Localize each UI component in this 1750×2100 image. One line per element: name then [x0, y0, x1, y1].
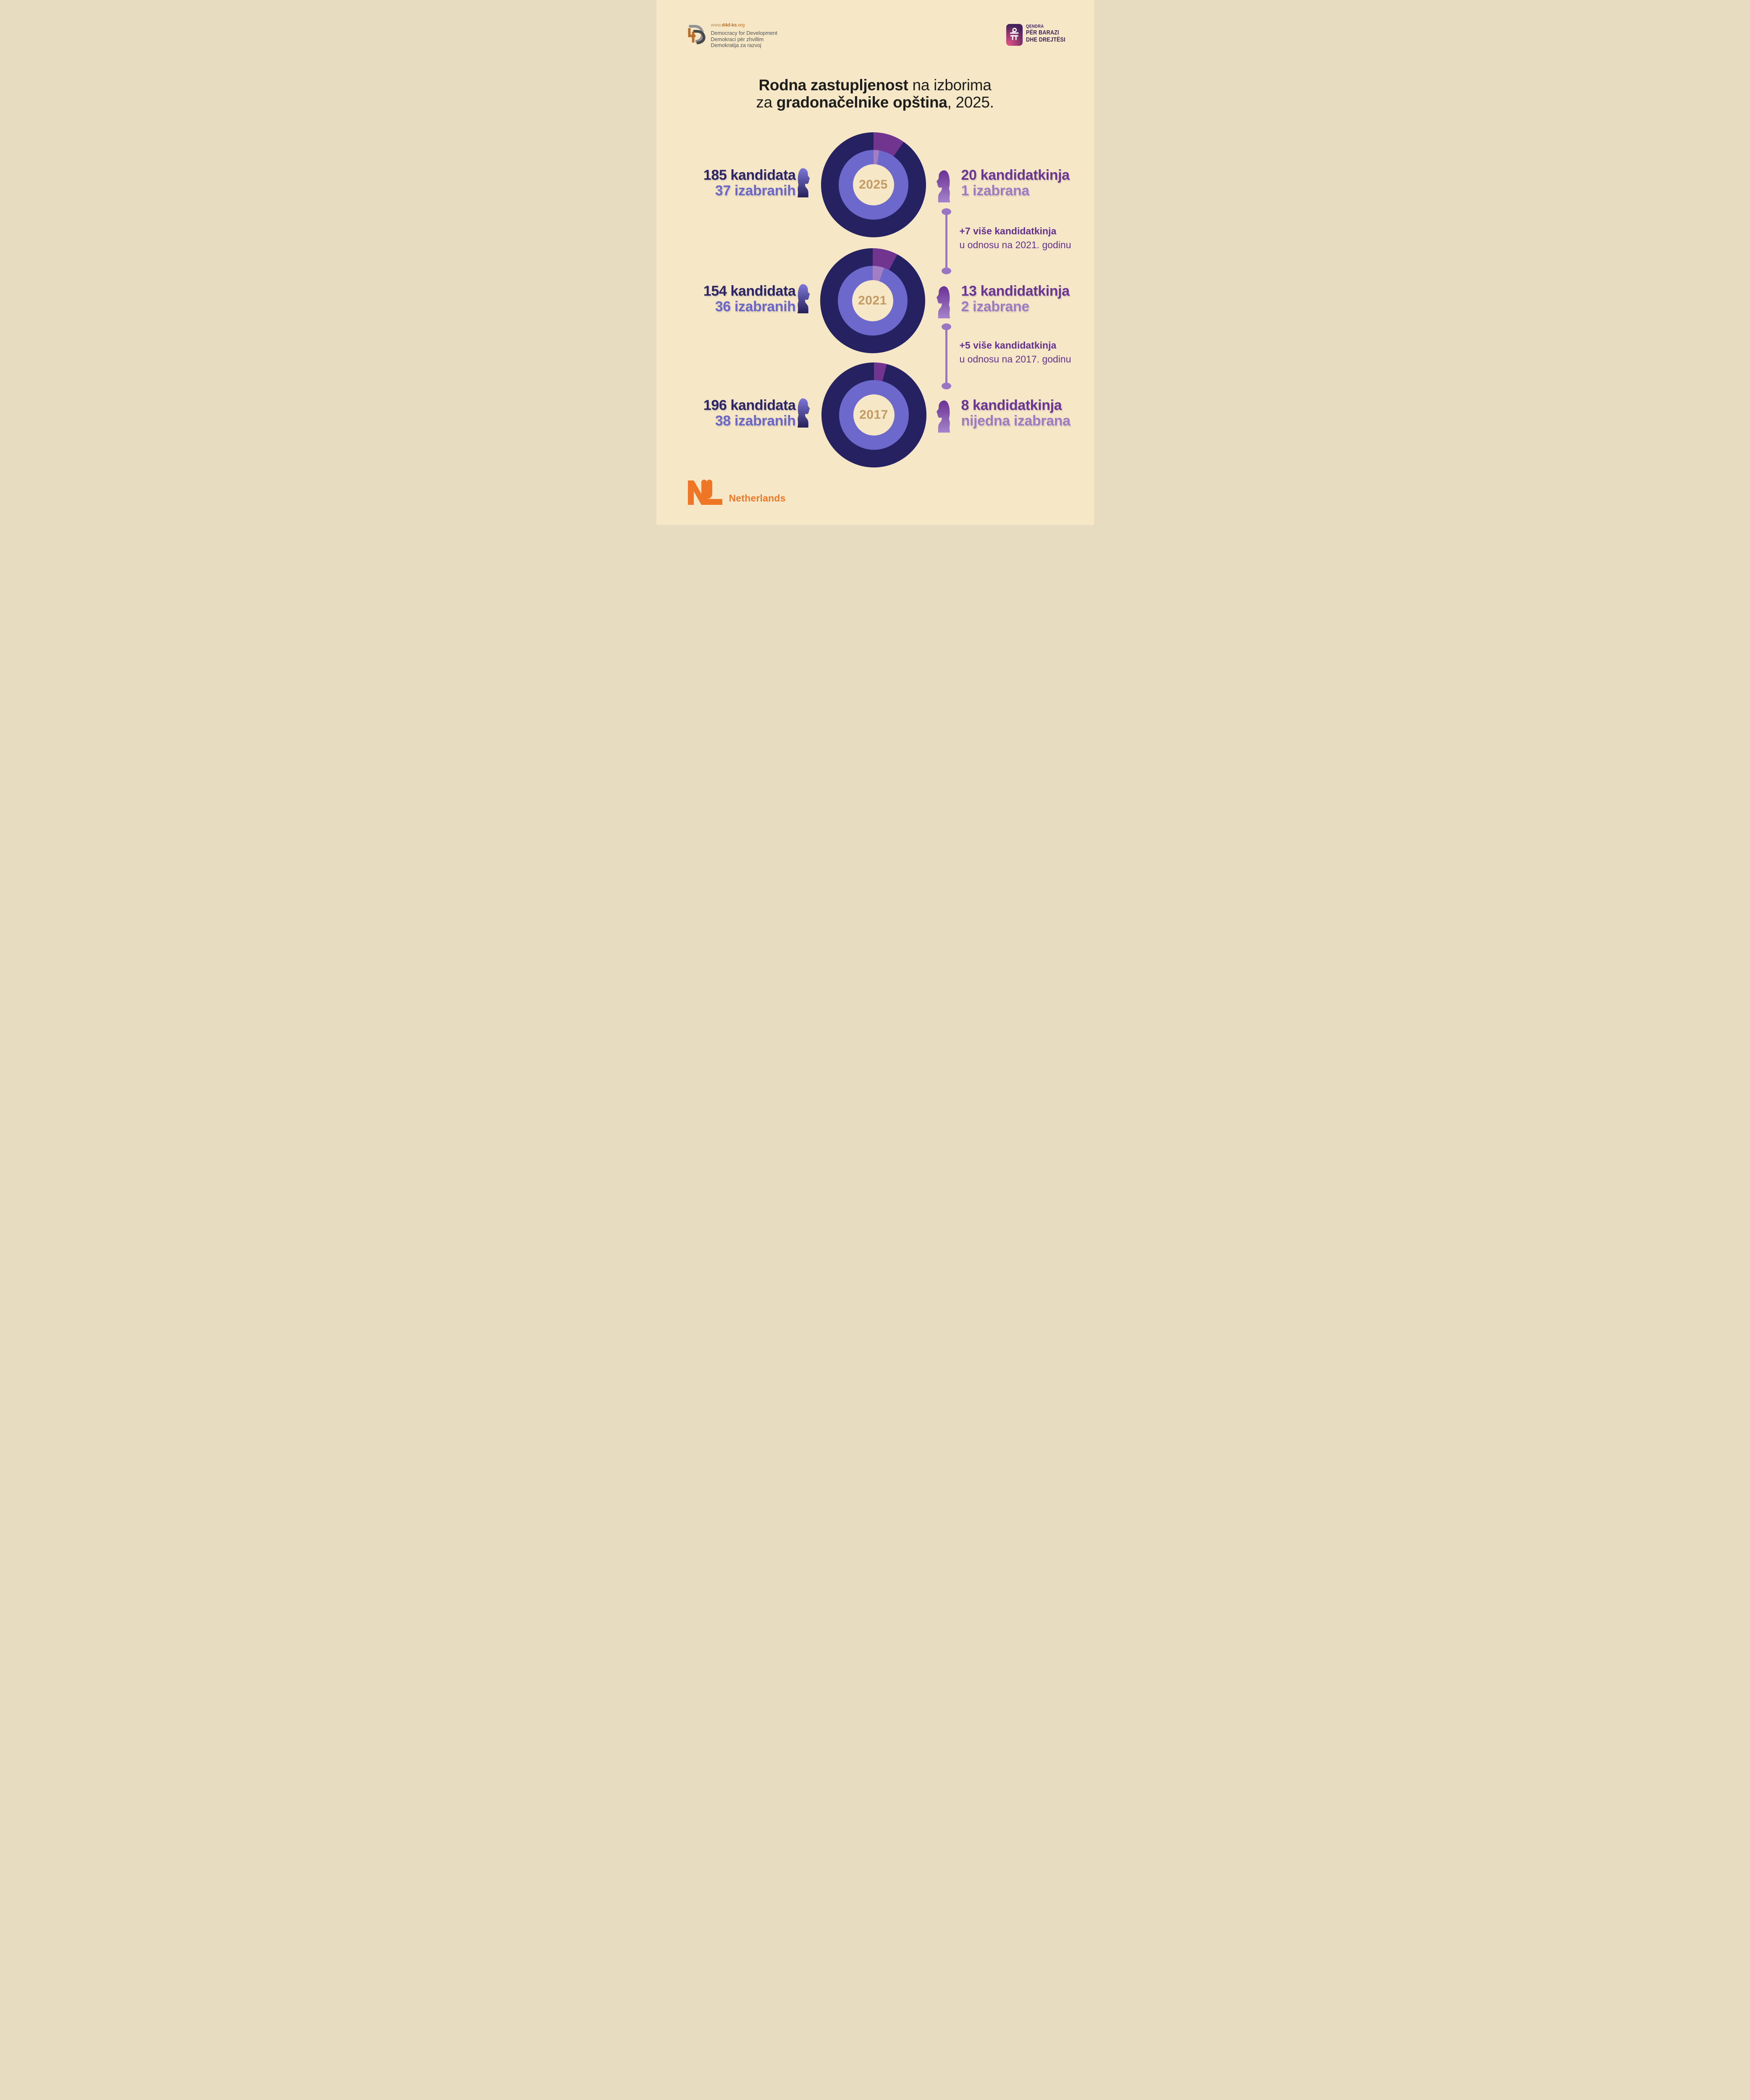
- donut-2025-hole: 2025: [853, 164, 894, 205]
- connector-1-top-dot: [941, 208, 951, 215]
- netherlands-logo: Netherlands: [687, 480, 786, 505]
- female-elected-2021: 2 izabrane: [961, 299, 1030, 315]
- d4d-line-2: Demokraci për zhvillim: [711, 36, 764, 42]
- male-candidates-2025: 185 kandidata: [703, 167, 796, 183]
- male-stats-2021: 154 kandidata 36 izabranih: [673, 284, 796, 315]
- connector-2-top-dot: [941, 323, 951, 330]
- donut-2017-hole: 2017: [853, 394, 895, 436]
- donut-2025-inner-ring: 2025: [838, 150, 908, 220]
- female-stats-2021: 13 kandidatkinja 2 izabrane: [961, 284, 1070, 315]
- female-candidates-2017: 8 kandidatkinja: [961, 397, 1062, 413]
- page-title: Rodna zastupljenost na izborima za grado…: [656, 76, 1094, 111]
- female-head-icon: [936, 400, 950, 433]
- male-stats-2017: 196 kandidata 38 izabranih: [673, 398, 796, 429]
- male-stats-2025: 185 kandidata 37 izabranih: [673, 168, 796, 199]
- donut-chart-2025: 2025: [821, 132, 926, 237]
- d4d-line-3: Demokratija za razvoj: [711, 42, 761, 48]
- d4d-logo-text: www.d4d-ks.org Democracy for Development…: [711, 23, 777, 49]
- female-stats-2017: 8 kandidatkinja nijedna izabrana: [961, 398, 1070, 429]
- d4d-url: www.d4d-ks.org: [711, 23, 745, 28]
- connector-1-bottom-dot: [941, 268, 951, 274]
- connector-2-bottom-dot: [941, 383, 951, 389]
- year-label-2017: 2017: [859, 408, 888, 422]
- male-elected-2017: 38 izabranih: [715, 413, 796, 429]
- connector-1-rest: u odnosu na 2021. godinu: [959, 239, 1071, 250]
- qendra-line-3: DHE DREJTËSI: [1026, 36, 1065, 43]
- title-line-1: Rodna zastupljenost na izborima: [758, 76, 992, 94]
- qendra-logo-text: QENDRA PËR BARAZI DHE DREJTËSI: [1026, 24, 1073, 43]
- female-head-icon: [936, 286, 950, 318]
- donut-chart-2021: 2021: [820, 248, 925, 353]
- d4d-logo-icon: [687, 25, 706, 45]
- female-head-icon: [936, 170, 950, 202]
- gender-equality-icon: [1010, 28, 1019, 40]
- netherlands-label: Netherlands: [729, 493, 786, 504]
- d4d-line-1: Democracy for Development: [711, 30, 777, 36]
- donut-2021-inner-ring: 2021: [837, 266, 908, 336]
- infographic-page: www.d4d-ks.org Democracy for Development…: [656, 0, 1094, 525]
- female-stats-2025: 20 kandidatkinja 1 izabrana: [961, 168, 1070, 199]
- donut-chart-2017: 2017: [821, 362, 926, 467]
- donut-2017-inner-ring: 2017: [839, 380, 909, 450]
- connector-2-bold: +5 više kandidatkinja: [959, 340, 1057, 351]
- female-candidates-2021: 13 kandidatkinja: [961, 283, 1070, 299]
- connector-note-2: +5 više kandidatkinja u odnosu na 2017. …: [960, 339, 1071, 366]
- year-label-2021: 2021: [858, 294, 887, 307]
- title-line-2: za gradonačelnike opština, 2025.: [756, 94, 994, 111]
- male-head-icon: [797, 168, 810, 197]
- nl-mark-icon: [687, 480, 722, 505]
- qendra-logo-mark: [1006, 24, 1023, 46]
- qendra-logo: QENDRA PËR BARAZI DHE DREJTËSI: [1006, 24, 1073, 46]
- male-head-icon: [797, 284, 810, 313]
- male-elected-2021: 36 izabranih: [715, 299, 796, 315]
- male-head-icon: [797, 398, 810, 428]
- female-elected-2025: 1 izabrana: [961, 183, 1030, 199]
- female-candidates-2025: 20 kandidatkinja: [961, 167, 1070, 183]
- qendra-line-2: PËR BARAZI: [1026, 29, 1059, 36]
- male-elected-2025: 37 izabranih: [715, 183, 796, 199]
- timeline-connector-2: [945, 326, 947, 386]
- connector-1-bold: +7 više kandidatkinja: [959, 226, 1057, 236]
- male-candidates-2021: 154 kandidata: [703, 283, 796, 299]
- qendra-line-1: QENDRA: [1026, 24, 1044, 29]
- male-candidates-2017: 196 kandidata: [703, 397, 796, 413]
- connector-2-rest: u odnosu na 2017. godinu: [959, 354, 1071, 365]
- year-label-2025: 2025: [859, 178, 888, 192]
- donut-2021-hole: 2021: [852, 280, 893, 321]
- timeline-connector-1: [945, 211, 947, 271]
- d4d-logo: www.d4d-ks.org Democracy for Development…: [687, 23, 777, 49]
- female-elected-2017: nijedna izabrana: [961, 413, 1070, 429]
- connector-note-1: +7 više kandidatkinja u odnosu na 2021. …: [960, 224, 1071, 252]
